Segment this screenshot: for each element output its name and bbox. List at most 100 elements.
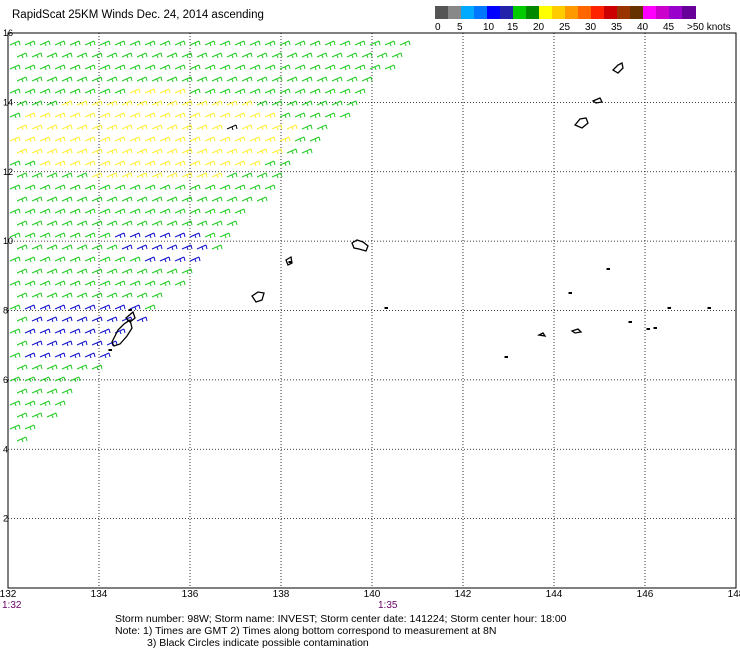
wind-barb: [61, 148, 73, 155]
legend-swatch: [643, 6, 657, 19]
wind-barb: [189, 256, 201, 263]
wind-barb: [31, 244, 43, 251]
wind-barb: [166, 196, 178, 203]
wind-barb: [69, 64, 81, 71]
wind-barb: [61, 340, 73, 347]
wind-barb: [76, 364, 88, 371]
wind-barb: [174, 40, 186, 47]
legend-label: 35: [611, 22, 623, 33]
wind-barb: [301, 100, 313, 107]
wind-barb: [219, 40, 231, 47]
wind-barb: [16, 172, 28, 179]
wind-barb: [174, 112, 186, 119]
legend-swatch: [435, 6, 449, 19]
wind-barb: [76, 268, 88, 275]
wind-barb: [316, 124, 328, 131]
wind-barb: [46, 388, 58, 395]
wind-barb: [9, 328, 21, 335]
wind-barb: [339, 40, 351, 47]
wind-barb: [136, 220, 148, 227]
wind-barb: [316, 76, 328, 83]
wind-barb: [46, 148, 58, 155]
wind-barb: [91, 268, 103, 275]
wind-barb: [16, 412, 28, 419]
wind-barb: [69, 328, 81, 335]
wind-barb: [114, 160, 126, 167]
wind-barb: [211, 52, 223, 59]
island-outline: [536, 332, 547, 337]
wind-barb: [76, 316, 88, 323]
wind-barb: [316, 52, 328, 59]
wind-barb: [84, 64, 96, 71]
wind-barb: [129, 64, 141, 71]
legend-swatch: [604, 6, 618, 19]
longitude-label: 138: [272, 589, 290, 600]
wind-barb: [99, 328, 111, 335]
wind-barb: [129, 184, 141, 191]
wind-barb: [159, 136, 171, 143]
wind-barb: [69, 112, 81, 119]
wind-barb: [204, 208, 216, 215]
wind-barb: [159, 256, 171, 263]
latitude-label: 14: [3, 97, 13, 107]
wind-barb: [54, 88, 66, 95]
wind-barb: [54, 280, 66, 287]
wind-barb: [196, 244, 208, 251]
legend-swatch: [513, 6, 527, 19]
wind-barb: [54, 40, 66, 47]
islet: [628, 321, 632, 323]
wind-barb: [264, 136, 276, 143]
longitude-label: 136: [181, 589, 199, 600]
wind-barb: [189, 136, 201, 143]
wind-barb: [76, 244, 88, 251]
legend-label: 45: [663, 22, 675, 33]
wind-barb: [106, 100, 118, 107]
wind-barb: [39, 328, 51, 335]
longitude-label: 142: [454, 589, 472, 600]
wind-barb: [339, 88, 351, 95]
wind-barb: [174, 136, 186, 143]
wind-barb: [294, 88, 306, 95]
wind-barb: [174, 280, 186, 287]
wind-barb: [129, 160, 141, 167]
wind-barb: [226, 172, 238, 179]
wind-barb: [24, 328, 36, 335]
longitude-label: 148: [727, 589, 740, 600]
wind-barb: [16, 268, 28, 275]
wind-barb: [204, 184, 216, 191]
wind-barb: [234, 184, 246, 191]
wind-barb: [204, 112, 216, 119]
wind-barb: [234, 208, 246, 215]
wind-barb: [346, 100, 358, 107]
wind-barb: [39, 208, 51, 215]
wind-barb: [24, 64, 36, 71]
wind-barb: [211, 244, 223, 251]
wind-barb: [189, 232, 201, 239]
wind-barb: [309, 64, 321, 71]
wind-barb: [144, 64, 156, 71]
wind-barb: [144, 88, 156, 95]
wind-barb: [151, 196, 163, 203]
wind-barb: [76, 172, 88, 179]
wind-barb: [384, 64, 396, 71]
wind-barb: [136, 100, 148, 107]
wind-barb: [9, 400, 21, 407]
wind-barb: [189, 160, 201, 167]
wind-barb: [106, 52, 118, 59]
wind-barb: [54, 232, 66, 239]
wind-barb: [181, 124, 193, 131]
legend-label: 0: [435, 22, 441, 33]
wind-barb: [9, 160, 21, 167]
wind-barb: [91, 244, 103, 251]
wind-barb: [9, 424, 21, 431]
wind-barb: [31, 412, 43, 419]
islet: [667, 307, 671, 309]
wind-barb: [39, 232, 51, 239]
wind-barb: [181, 52, 193, 59]
wind-barb: [129, 40, 141, 47]
time-label-start: 1:32: [2, 600, 22, 611]
wind-barb: [61, 76, 73, 83]
legend-label: 10: [483, 22, 495, 33]
wind-barb: [264, 88, 276, 95]
wind-barb: [106, 124, 118, 131]
